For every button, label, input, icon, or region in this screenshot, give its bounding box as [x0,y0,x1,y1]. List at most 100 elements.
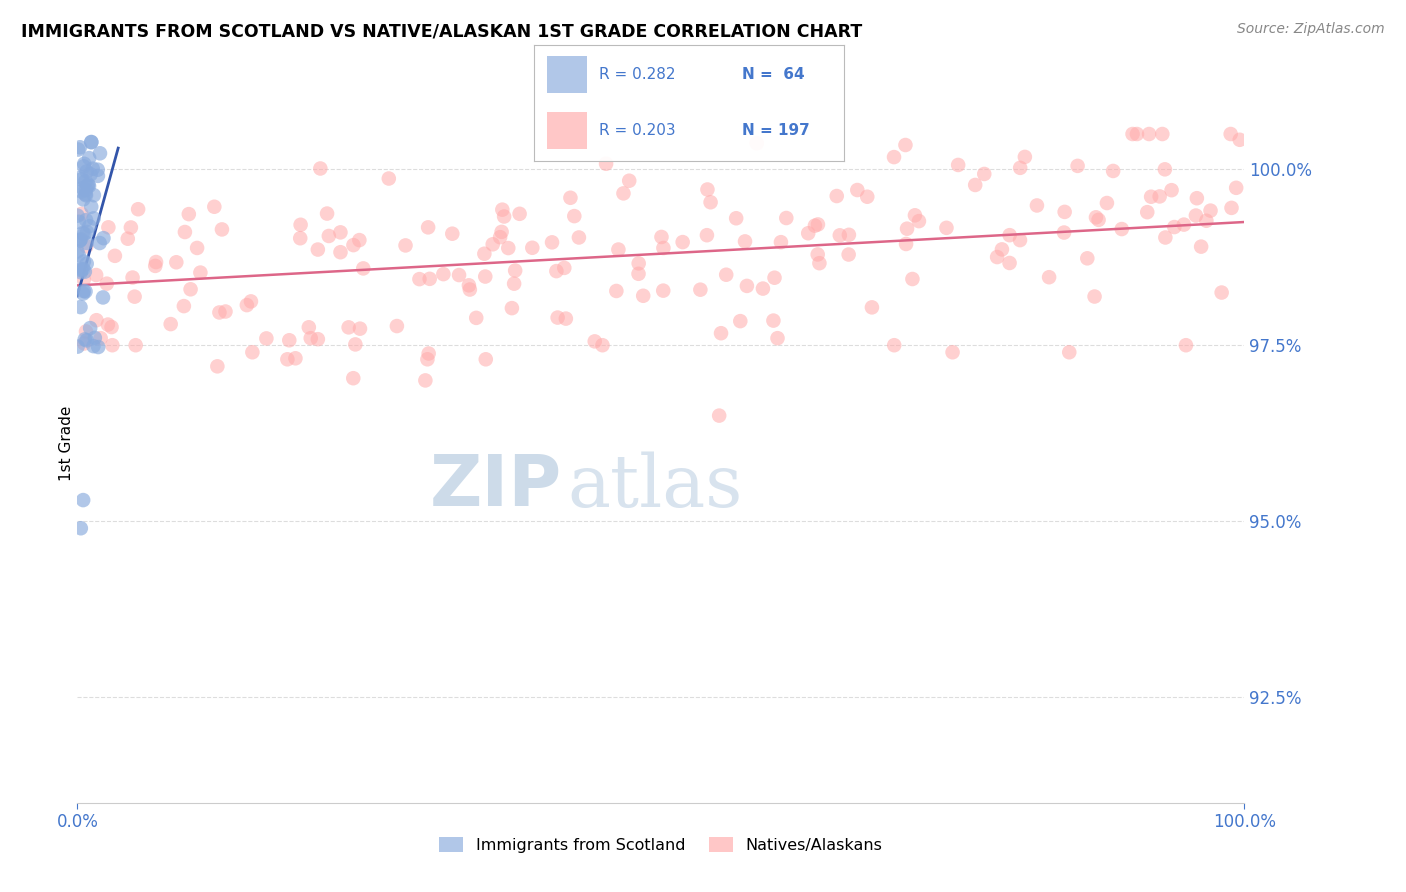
Point [76,257,98,271]
Point [1008,233,1031,247]
Point [1038,270,1060,285]
Text: R = 0.282: R = 0.282 [599,67,676,82]
Point [284,351,307,366]
Point [72,181,94,195]
Point [973,167,995,181]
Point [1154,162,1177,177]
Point [1152,127,1174,141]
Point [70,170,93,185]
Point [70,207,93,221]
Point [87,169,110,183]
Point [66,340,89,354]
Point [76,334,98,348]
Point [87,340,110,354]
Point [73,254,96,268]
Point [501,301,523,315]
Point [828,228,851,243]
Point [860,301,883,315]
Point [696,182,718,196]
Point [329,245,352,260]
Point [174,225,197,239]
Point [1219,127,1241,141]
Point [1173,218,1195,232]
Point [896,221,918,235]
Point [75,187,97,202]
Point [1053,205,1076,219]
Point [90,331,112,345]
Point [143,259,166,273]
Point [846,183,869,197]
Point [1053,226,1076,240]
Point [73,272,96,286]
Point [276,352,298,367]
Point [67,248,90,262]
Point [1084,211,1107,225]
Point [474,246,496,260]
Point [769,235,792,249]
Point [807,247,830,261]
Point [986,250,1008,264]
Point [1211,285,1233,300]
Point [481,237,503,252]
Point [763,270,786,285]
Point [76,164,98,178]
Point [1154,230,1177,244]
Point [734,235,756,249]
Point [689,283,711,297]
Point [775,211,797,225]
Point [1195,213,1218,227]
Point [716,268,738,282]
Point [349,233,371,247]
Point [378,171,401,186]
Point [202,200,225,214]
Point [1160,183,1182,197]
Point [696,228,718,243]
Point [494,210,516,224]
Point [82,161,104,176]
Point [1140,190,1163,204]
Point [1010,161,1032,175]
Text: N =  64: N = 64 [741,67,804,82]
Point [745,136,768,151]
Point [83,211,105,226]
Point [699,195,721,210]
Point [1137,127,1160,141]
Point [998,256,1021,270]
Point [619,174,641,188]
Point [75,188,97,202]
Text: Source: ZipAtlas.com: Source: ZipAtlas.com [1237,22,1385,37]
Point [394,238,416,252]
Point [1102,164,1125,178]
Point [595,157,617,171]
Point [79,167,101,181]
Point [458,278,481,293]
Point [72,493,94,508]
Point [80,135,103,149]
Point [80,200,103,214]
Point [70,263,93,277]
Point [87,162,110,177]
Point [93,231,115,245]
Point [509,207,531,221]
Point [1057,345,1080,359]
Point [838,247,860,261]
Point [69,234,91,248]
Point [67,143,90,157]
Point [207,359,229,374]
Point [101,338,124,352]
Point [804,219,827,233]
Point [418,220,440,235]
Point [342,238,364,252]
Y-axis label: 1st Grade: 1st Grade [59,406,73,482]
Point [307,243,329,257]
Point [883,150,905,164]
Point [75,239,97,253]
Point [72,286,94,301]
Point [104,249,127,263]
Point [75,183,97,197]
Point [418,346,440,360]
Point [491,225,513,239]
Point [709,409,731,423]
Point [503,277,526,291]
Point [344,337,367,351]
